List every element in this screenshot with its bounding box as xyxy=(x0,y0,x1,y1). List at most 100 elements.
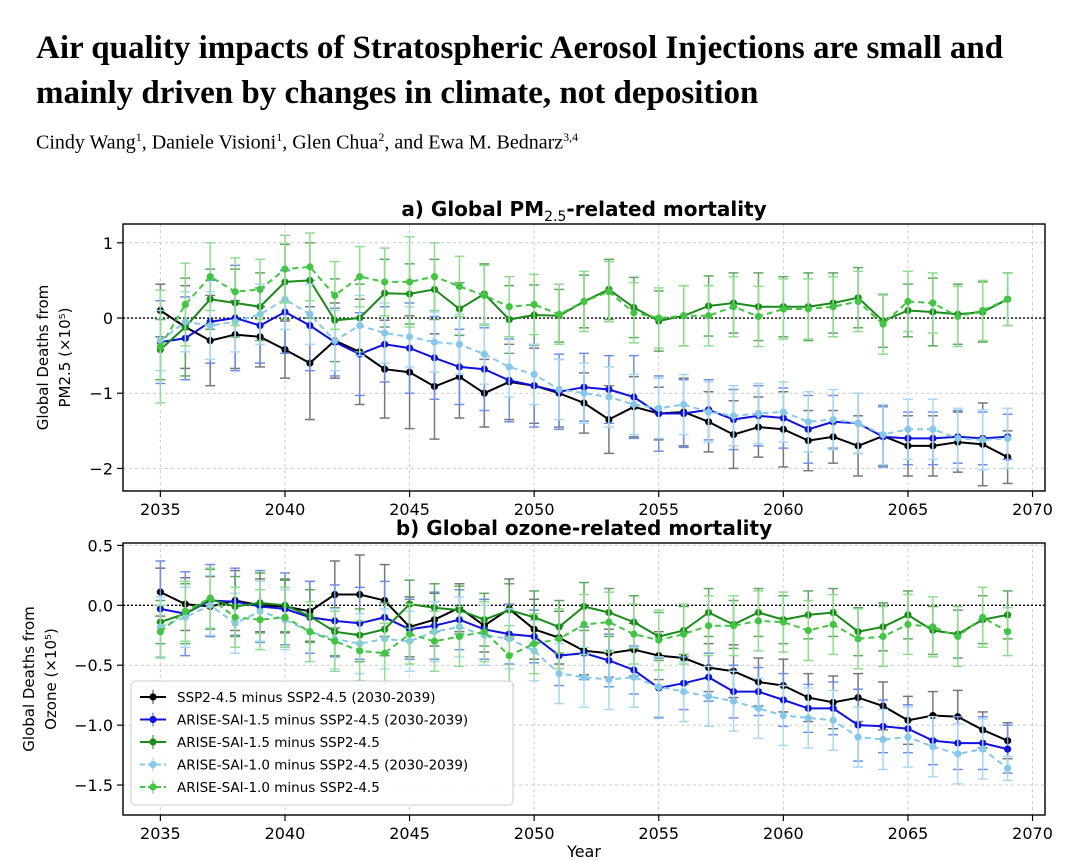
data-point xyxy=(630,673,638,681)
x-axis-label: Year xyxy=(566,842,601,861)
data-point xyxy=(754,312,763,321)
data-point xyxy=(605,618,613,626)
data-point xyxy=(779,305,787,313)
legend-item: ARISE-SAI-1.5 minus SSP2-4.5 xyxy=(140,735,380,751)
data-point xyxy=(505,303,513,311)
x-tick-label: 2065 xyxy=(888,824,929,843)
data-point xyxy=(356,273,364,281)
data-point xyxy=(455,282,464,291)
data-point xyxy=(854,635,862,643)
series-arise10 xyxy=(155,567,1013,687)
data-point xyxy=(356,647,364,655)
data-point xyxy=(455,340,464,348)
legend-label: ARISE-SAI-1.5 minus SSP2-4.5 (2030-2039) xyxy=(177,713,468,729)
x-tick-label: 2040 xyxy=(265,824,306,843)
data-point xyxy=(655,683,663,691)
data-point xyxy=(381,278,389,286)
legend-item: SSP2-4.5 minus SSP2-4.5 (2030-2039) xyxy=(140,690,435,706)
data-point xyxy=(1004,628,1012,636)
data-point xyxy=(530,640,538,648)
data-point xyxy=(854,297,862,306)
data-point xyxy=(929,425,937,433)
data-point xyxy=(405,630,414,638)
data-point xyxy=(954,434,962,442)
data-point xyxy=(206,594,214,602)
data-point xyxy=(879,735,887,744)
author-affiliation: 2 xyxy=(378,130,385,144)
x-tick-label: 2055 xyxy=(638,500,679,519)
data-point xyxy=(904,297,912,306)
data-point xyxy=(954,750,962,758)
data-point xyxy=(281,613,289,621)
data-point xyxy=(256,285,264,294)
legend-marker xyxy=(149,693,157,701)
data-point xyxy=(829,303,837,311)
data-point xyxy=(455,632,464,641)
x-tick-label: 2060 xyxy=(763,824,804,843)
data-point xyxy=(655,314,663,322)
data-point xyxy=(979,745,987,753)
y-tick-label: 0.5 xyxy=(88,536,113,555)
data-point xyxy=(206,273,214,281)
data-point xyxy=(1004,434,1012,442)
legend-label: ARISE-SAI-1.0 minus SSP2-4.5 xyxy=(177,780,380,796)
data-point xyxy=(331,291,339,300)
author-affiliation: 1 xyxy=(135,130,142,144)
chart-panel-a: 2035 2040 2045 2050 2055 2060 2065 2070 1 0 −1 −2 Gl… xyxy=(34,197,1053,519)
data-point xyxy=(331,637,339,645)
data-point xyxy=(231,288,239,296)
x-tick-label: 2045 xyxy=(389,500,430,519)
data-point xyxy=(655,404,663,412)
data-point xyxy=(530,300,538,309)
data-point xyxy=(879,632,887,641)
data-point xyxy=(779,618,787,626)
data-point xyxy=(929,299,937,307)
y-tick-label: −2 xyxy=(89,459,113,478)
data-point xyxy=(954,632,962,641)
data-point xyxy=(929,743,937,751)
x-tick-label: 2040 xyxy=(265,500,306,519)
legend-item: ARISE-SAI-1.0 minus SSP2-4.5 xyxy=(140,780,380,796)
legend: SSP2-4.5 minus SSP2-4.5 (2030-2039) ARISE… xyxy=(130,680,514,806)
series-arise10_base xyxy=(155,574,1013,785)
data-point xyxy=(804,626,812,635)
x-tick-label: 2055 xyxy=(638,824,679,843)
data-point xyxy=(181,300,189,309)
data-point xyxy=(605,675,613,684)
y-axis-label: PM2.5 (×10⁵) xyxy=(56,308,74,408)
data-point xyxy=(804,714,812,722)
data-point xyxy=(555,310,563,318)
author-name: Glen Chua xyxy=(292,131,379,154)
x-tick-label: 2070 xyxy=(1012,824,1053,843)
data-point xyxy=(580,297,588,306)
data-point xyxy=(206,321,214,330)
data-point xyxy=(156,342,164,351)
data-point xyxy=(904,425,912,433)
y-tick-label: −1 xyxy=(89,384,113,403)
data-point xyxy=(979,306,987,315)
data-point xyxy=(904,620,912,629)
data-point xyxy=(405,278,414,286)
legend-marker xyxy=(149,738,157,746)
data-point xyxy=(231,613,239,621)
data-point xyxy=(331,336,339,345)
data-point xyxy=(605,393,613,401)
data-point xyxy=(754,704,763,712)
data-point xyxy=(729,622,738,630)
data-point xyxy=(580,389,588,397)
author-affiliation: 1 xyxy=(276,130,283,144)
data-point xyxy=(430,637,439,645)
data-point xyxy=(480,350,488,358)
x-tick-label: 2035 xyxy=(140,500,181,519)
data-point xyxy=(530,370,538,379)
legend-item: ARISE-SAI-1.0 minus SSP2-4.5 (2030-2039) xyxy=(140,757,468,774)
data-point xyxy=(505,652,513,660)
data-point xyxy=(854,733,862,741)
y-tick-label: −0.5 xyxy=(74,656,113,675)
data-point xyxy=(879,320,887,328)
data-point xyxy=(904,733,912,741)
data-point xyxy=(680,400,688,409)
data-point xyxy=(829,716,837,724)
data-point xyxy=(729,303,738,311)
data-point xyxy=(505,363,513,371)
